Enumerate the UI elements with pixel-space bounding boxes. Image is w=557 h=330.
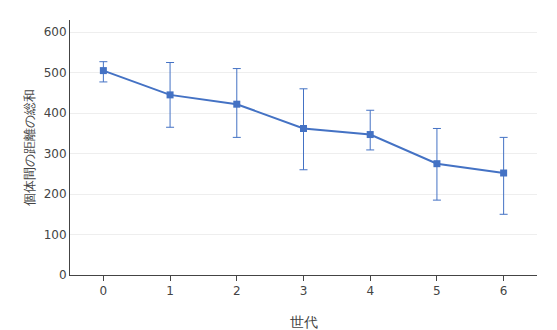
svg-text:0: 0 (100, 284, 108, 298)
svg-text:500: 500 (44, 66, 67, 80)
svg-text:200: 200 (44, 187, 67, 201)
svg-text:100: 100 (44, 228, 67, 242)
svg-text:世代: 世代 (290, 314, 318, 330)
svg-text:2: 2 (233, 284, 241, 298)
svg-text:400: 400 (44, 106, 67, 120)
svg-text:0: 0 (59, 268, 67, 282)
svg-text:3: 3 (300, 284, 308, 298)
svg-text:300: 300 (44, 147, 67, 161)
svg-text:4: 4 (366, 284, 374, 298)
svg-text:6: 6 (500, 284, 508, 298)
svg-text:個体間の距離の総和: 個体間の距離の総和 (22, 89, 37, 206)
svg-text:600: 600 (44, 25, 67, 39)
svg-text:5: 5 (433, 284, 441, 298)
svg-text:1: 1 (166, 284, 174, 298)
